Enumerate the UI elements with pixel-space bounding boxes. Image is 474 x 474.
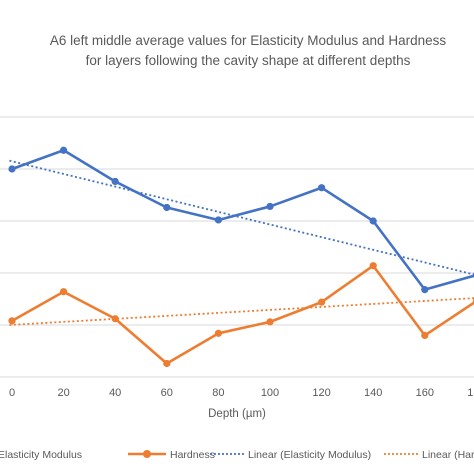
series-line-0 bbox=[11, 148, 474, 291]
data-point-s1-1 bbox=[60, 288, 68, 296]
legend: Elasticity Modulus Hardness Linear (Elas… bbox=[0, 449, 474, 461]
data-point-s1-7 bbox=[369, 262, 377, 270]
data-point-s1-3 bbox=[163, 359, 171, 368]
x-tick-label-3: 60 bbox=[161, 387, 173, 399]
data-point-s0-4 bbox=[214, 216, 222, 224]
x-tick-label-7: 140 bbox=[364, 387, 382, 399]
data-point-s0-1 bbox=[60, 146, 68, 154]
data-point-s0-2 bbox=[111, 177, 119, 186]
data-point-s1-5 bbox=[266, 318, 274, 326]
x-axis-title: Depth (µm) bbox=[208, 408, 266, 420]
x-tick-label-6: 120 bbox=[312, 387, 330, 399]
data-point-s0-0 bbox=[8, 165, 16, 173]
chart-title-line-1: A6 left middle average values for Elasti… bbox=[50, 33, 446, 48]
data-point-s0-8 bbox=[421, 286, 429, 294]
data-point-s1-2 bbox=[111, 315, 119, 323]
series-line-1 bbox=[11, 264, 474, 365]
series-lines bbox=[11, 148, 474, 365]
data-point-s1-8 bbox=[421, 331, 429, 339]
x-tick-label-5: 100 bbox=[261, 387, 279, 399]
x-tick-labels: 0 20 40 60 80 100 120 140 160 180 bbox=[9, 387, 474, 399]
data-point-s0-3 bbox=[163, 203, 171, 212]
data-point-s0-5 bbox=[266, 202, 274, 211]
legend-label-linear-elasticity-modulus: Linear (Elasticity Modulus) bbox=[248, 449, 371, 461]
trendline-0 bbox=[9, 159, 474, 276]
data-point-s1-6 bbox=[318, 298, 326, 306]
chart-title-line-2: for layers following the cavity shape at… bbox=[86, 53, 411, 68]
data-point-s0-6 bbox=[318, 184, 326, 192]
data-point-s1-4 bbox=[214, 329, 222, 337]
x-tick-label-9: 180 bbox=[467, 387, 474, 399]
legend-label-hardness: Hardness bbox=[170, 449, 215, 461]
x-tick-label-0: 0 bbox=[9, 387, 15, 399]
gridlines bbox=[0, 116, 474, 378]
data-point-s1-0 bbox=[8, 317, 16, 325]
x-tick-label-4: 80 bbox=[212, 387, 224, 399]
x-tick-label-1: 20 bbox=[57, 387, 69, 399]
trendline-1 bbox=[9, 297, 474, 326]
legend-marker-hardness bbox=[143, 450, 151, 458]
legend-label-linear-hardness: Linear (Hardness) bbox=[422, 449, 474, 461]
data-point-s0-7 bbox=[369, 217, 377, 225]
x-tick-label-2: 40 bbox=[109, 387, 121, 399]
x-tick-label-8: 160 bbox=[416, 387, 434, 399]
series-markers bbox=[8, 146, 474, 368]
legend-label-elasticity-modulus: Elasticity Modulus bbox=[0, 449, 82, 461]
